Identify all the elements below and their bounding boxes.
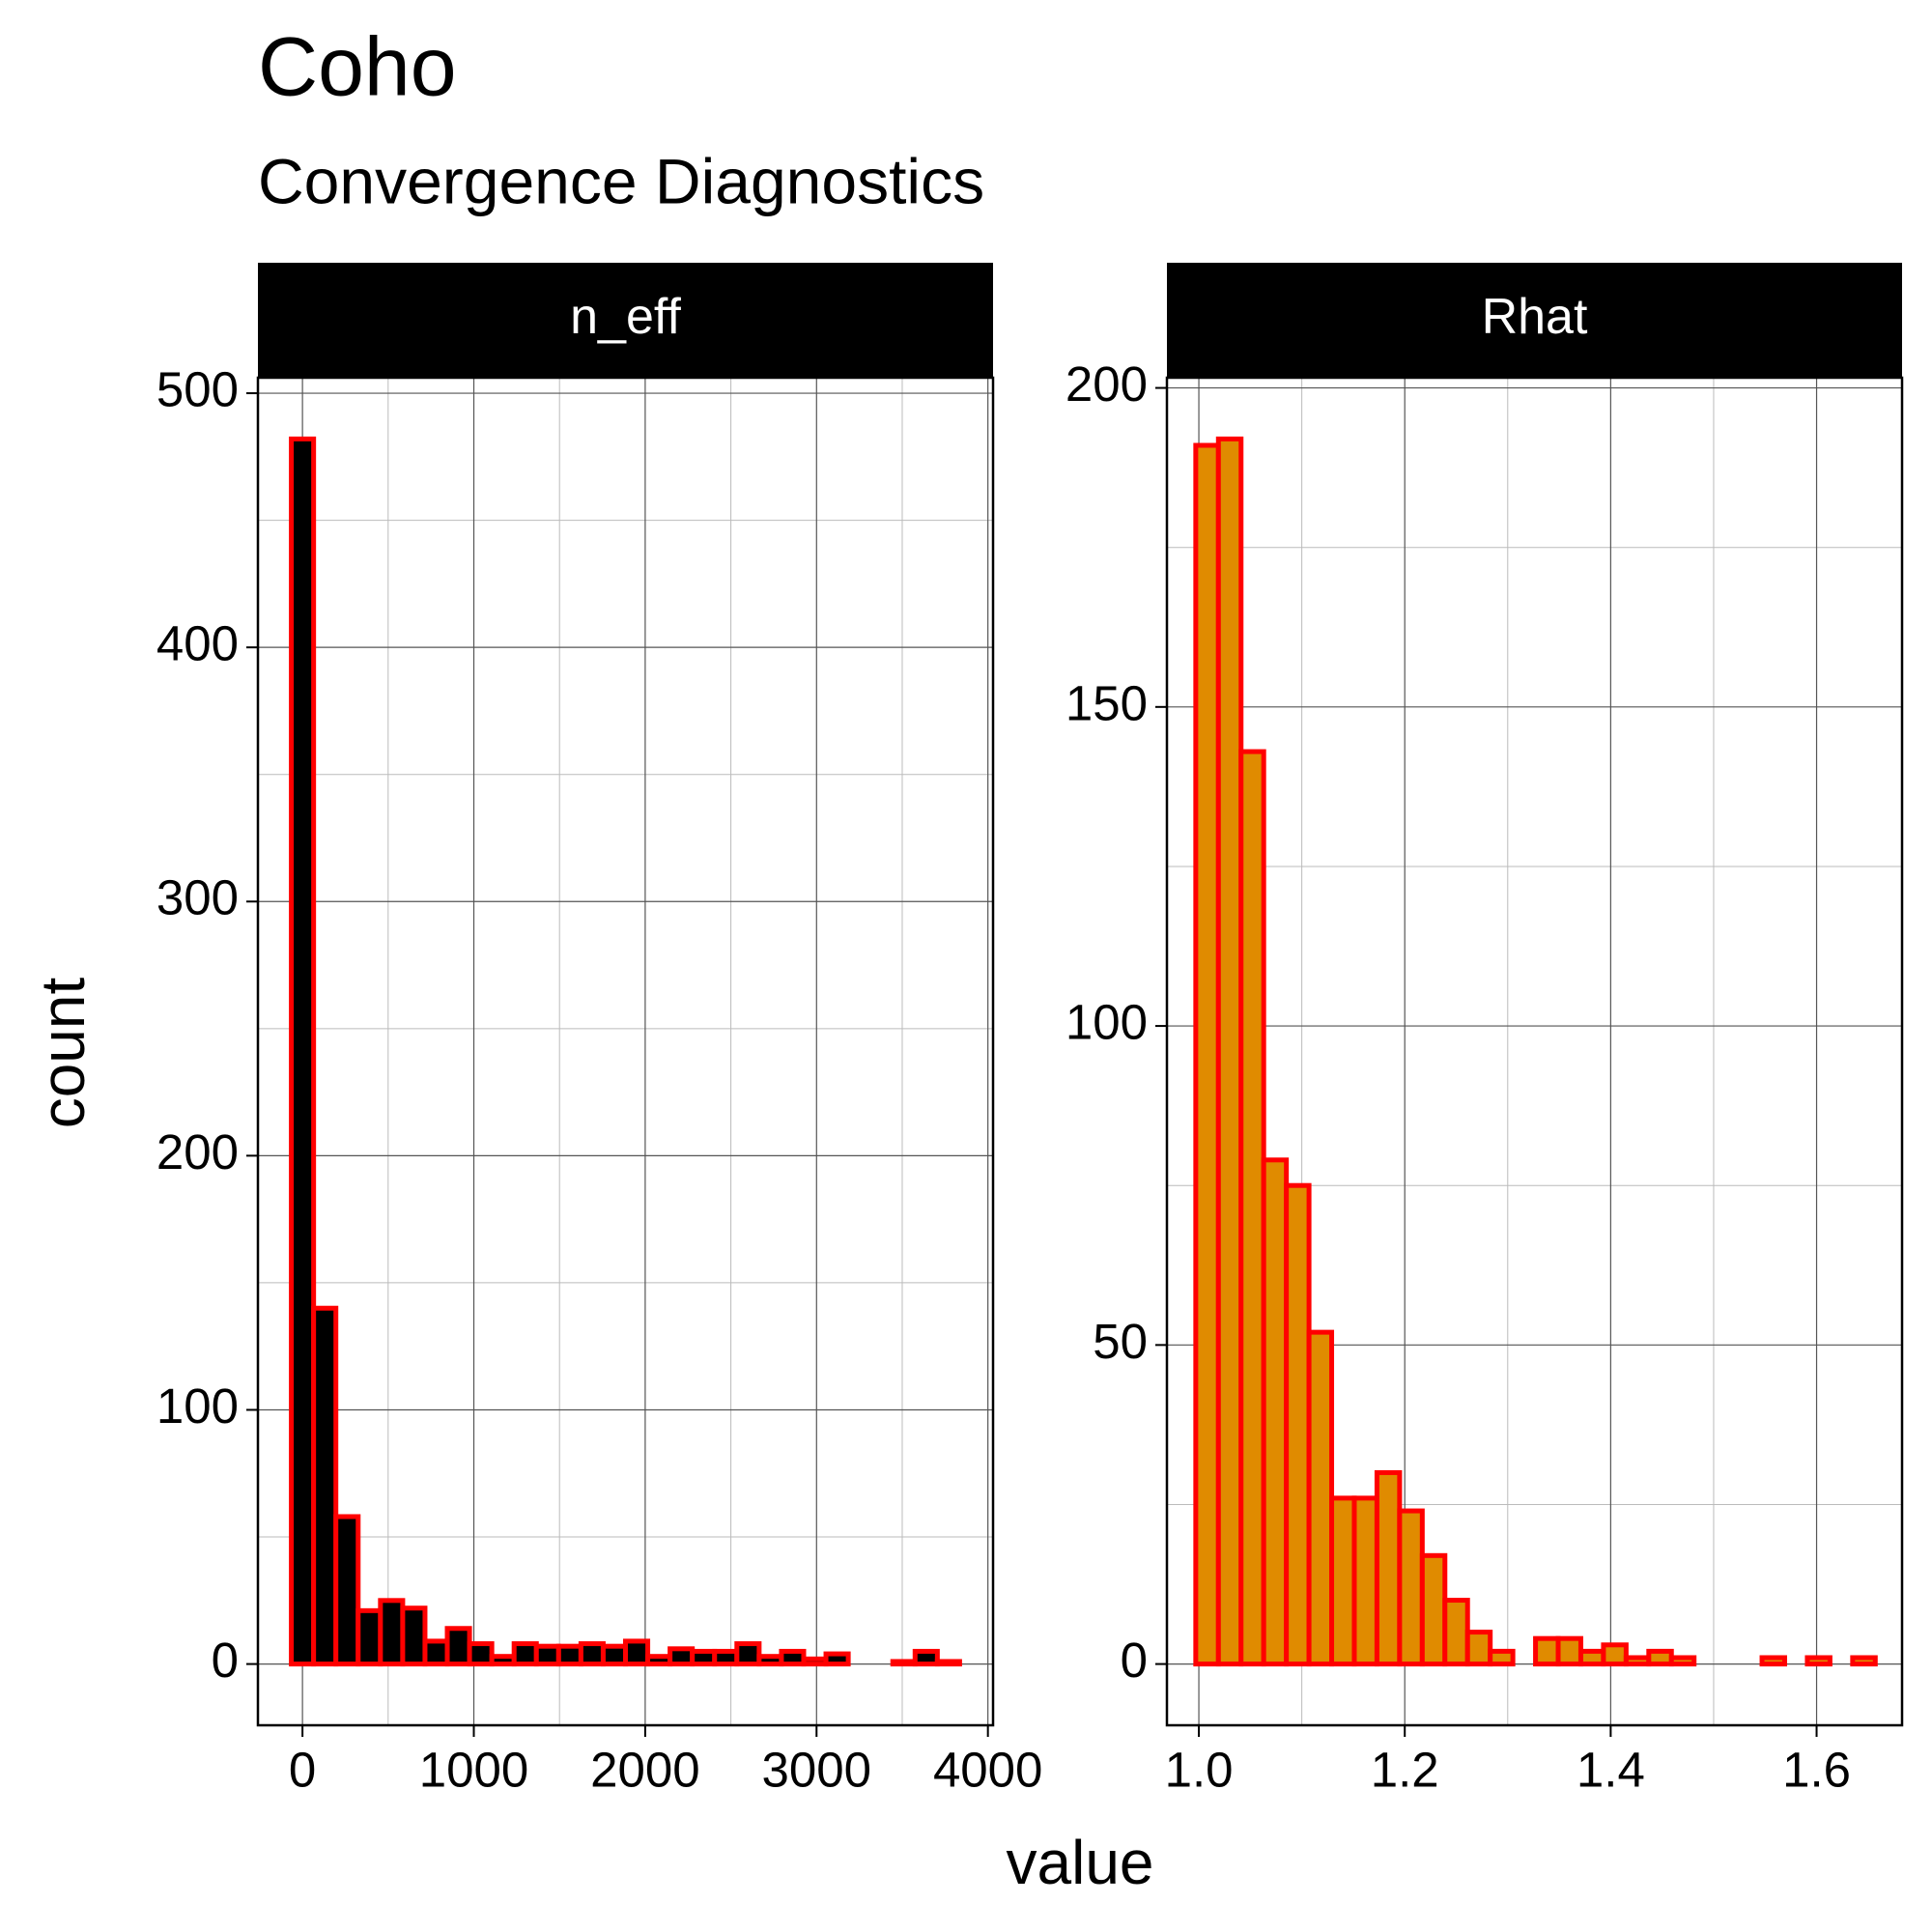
bar [1464,1630,1493,1667]
y-axis-title: count [28,978,98,1129]
bar [444,1626,472,1667]
bar [1668,1655,1697,1667]
bar [1351,1495,1379,1667]
bar [1374,1469,1403,1667]
x-tick-label: 1.0 [1165,1742,1234,1797]
x-tick-label: 1.2 [1371,1742,1439,1797]
bar [533,1643,561,1667]
bar [934,1659,962,1667]
panel-border [256,376,995,1727]
x-tick-label: 3000 [762,1742,871,1797]
x-axis-title: value [1007,1828,1154,1897]
bar [1533,1635,1561,1667]
bar [578,1641,606,1667]
y-tick-label: 200 [156,1124,239,1179]
bar [400,1605,428,1667]
bar [1442,1598,1470,1667]
bar [623,1638,651,1667]
facet-label: n_eff [570,289,681,345]
bar [645,1654,673,1667]
bar [600,1643,628,1667]
x-tick-label: 0 [289,1742,316,1797]
chart-subtitle: Convergence Diagnostics [258,145,984,216]
bar [801,1656,829,1667]
y-tick-label: 0 [212,1633,239,1688]
x-tick-label: 1000 [419,1742,528,1797]
bar [1193,442,1221,1667]
x-tick-label: 2000 [590,1742,699,1797]
bar [1238,749,1266,1667]
y-tick-label: 150 [1065,675,1148,730]
bar [1623,1655,1652,1667]
bar [1329,1495,1357,1667]
x-tick-label: 1.6 [1782,1742,1851,1797]
bar [422,1638,450,1667]
facet-label: Rhat [1482,289,1588,345]
bar [1488,1648,1516,1667]
bar [1759,1655,1787,1667]
bar [555,1643,583,1667]
bar [1577,1648,1606,1667]
bar [511,1641,539,1667]
y-tick-label: 500 [156,362,239,417]
panel-border [1165,376,1904,1727]
facet-strip [1167,263,1902,378]
chart-title: Coho [258,21,457,114]
bar [1850,1655,1878,1667]
y-tick-label: 300 [156,870,239,925]
bar [1397,1508,1425,1667]
bar [712,1648,740,1667]
facet-strip [258,263,993,378]
bar [756,1654,784,1667]
y-tick-label: 100 [156,1378,239,1434]
bar [311,1305,339,1667]
bar [289,436,317,1667]
x-tick-label: 1.4 [1577,1742,1645,1797]
y-tick-label: 400 [156,616,239,671]
bar [779,1648,807,1667]
y-tick-label: 50 [1093,1314,1148,1369]
bar [355,1607,384,1667]
bar [467,1641,495,1667]
bar [1804,1655,1833,1667]
bar [1284,1182,1312,1667]
y-tick-label: 100 [1065,995,1148,1050]
bar [1555,1635,1583,1667]
bar [1601,1642,1629,1667]
bar [1646,1648,1674,1667]
bar [489,1654,517,1667]
y-tick-label: 0 [1121,1633,1148,1688]
bar [912,1648,940,1667]
y-tick-label: 200 [1065,356,1148,412]
bar [333,1514,361,1667]
x-tick-label: 4000 [933,1742,1042,1797]
bar [378,1598,406,1667]
bar [1261,1157,1290,1667]
bar [823,1651,851,1667]
bar [734,1641,762,1667]
bar [890,1659,918,1667]
bar [690,1648,718,1667]
bar [1419,1552,1448,1667]
bar [668,1646,696,1667]
bar [1306,1329,1335,1667]
bar [1215,436,1244,1667]
